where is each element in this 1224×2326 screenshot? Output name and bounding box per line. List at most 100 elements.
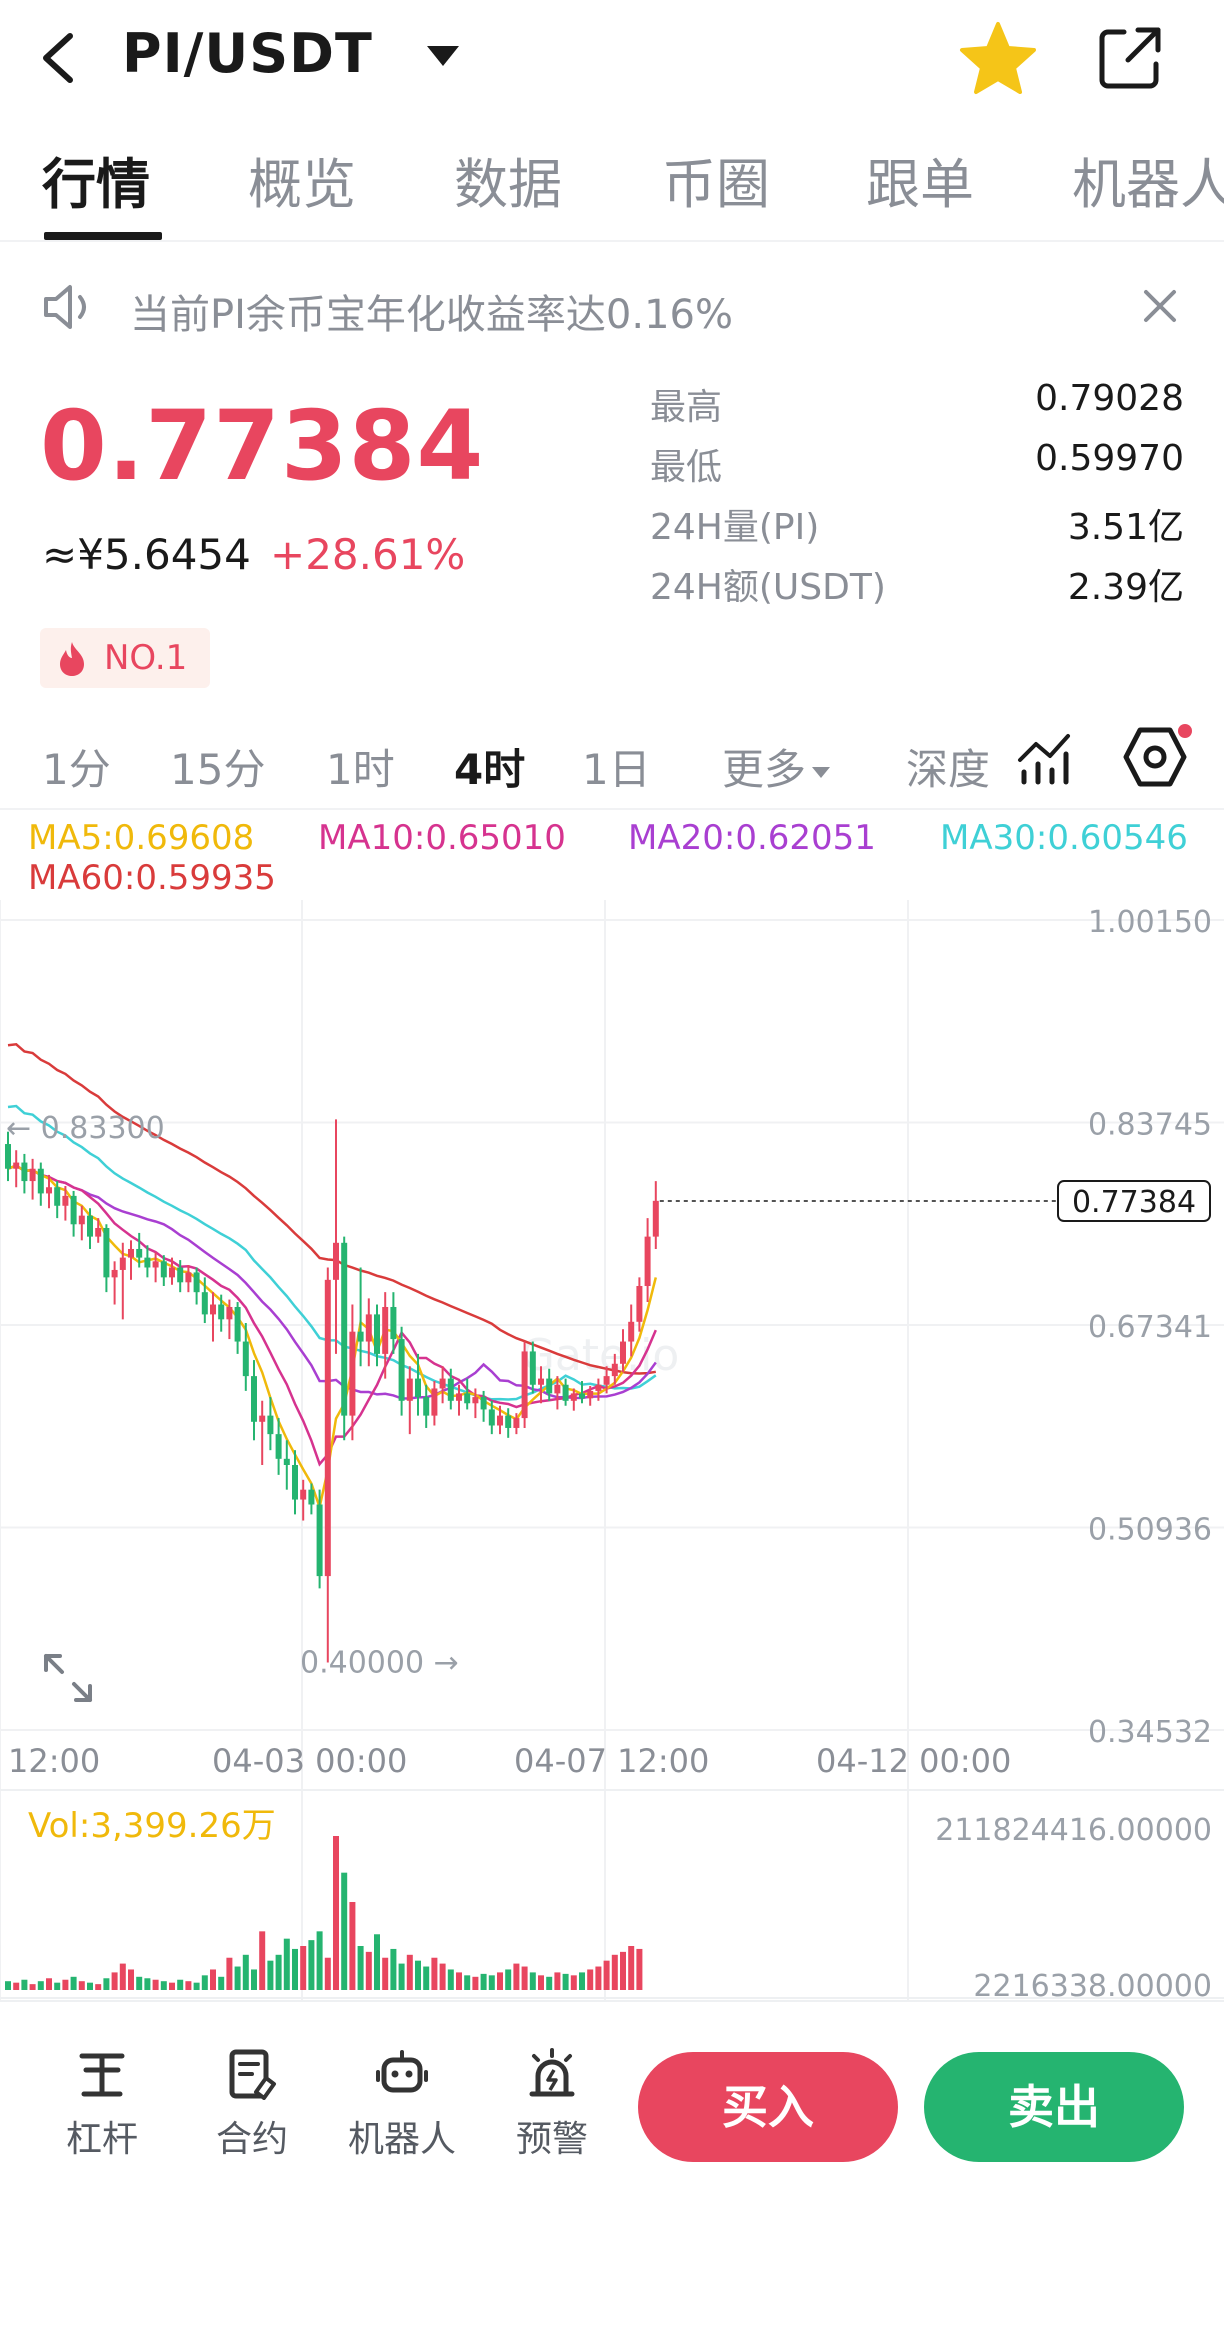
volume-bar	[193, 1982, 200, 1990]
candle-body	[636, 1286, 643, 1322]
close-icon[interactable]	[1138, 284, 1182, 328]
candle-body	[308, 1489, 315, 1505]
volume-bar	[128, 1969, 134, 1990]
volume-bar	[497, 1972, 503, 1990]
candle-body	[652, 1200, 659, 1237]
volume-bar	[333, 1836, 339, 1990]
notice-bar[interactable]: 当前PI余币宝年化收益率达0.16%	[0, 270, 1224, 340]
candle-body	[283, 1458, 290, 1465]
candle-body	[480, 1397, 487, 1410]
candle-body	[587, 1390, 594, 1399]
share-icon[interactable]	[1094, 22, 1166, 94]
tab-copy-trading[interactable]: 跟单	[866, 153, 974, 216]
interval-4h[interactable]: 4时	[454, 745, 526, 794]
volume-bar	[218, 1976, 225, 1990]
main-tabs: 行情 概览 数据 币圈 跟单 机器人	[0, 140, 1224, 240]
buy-button[interactable]: 买入	[638, 2052, 898, 2162]
alert-button[interactable]: 预警	[492, 2048, 612, 2162]
settings-icon[interactable]	[1122, 726, 1188, 788]
candle-body	[456, 1393, 462, 1401]
candle-body	[628, 1321, 635, 1342]
last-price: 0.77384	[40, 390, 485, 502]
expand-icon[interactable]	[42, 1652, 94, 1704]
volume-bar	[226, 1957, 233, 1990]
depth-tab[interactable]: 深度	[906, 745, 991, 794]
candle-body	[333, 1242, 339, 1280]
leverage-icon	[79, 2053, 125, 2097]
interval-1d[interactable]: 1日	[582, 745, 651, 794]
candle-body	[398, 1339, 405, 1401]
contract-icon	[229, 2049, 276, 2100]
tab-bots[interactable]: 机器人	[1072, 153, 1224, 216]
x-tick-label: 04-12 00:00	[816, 1742, 1011, 1780]
tab-community[interactable]: 币圈	[662, 153, 770, 216]
volume-bar	[283, 1938, 290, 1990]
indicator-icon[interactable]	[1016, 730, 1074, 786]
candle-body	[382, 1306, 389, 1354]
volume-bar	[447, 1969, 454, 1990]
volume-bar	[538, 1975, 544, 1990]
volume-bar	[267, 1960, 274, 1990]
volume-bar	[136, 1976, 143, 1990]
divider	[0, 808, 1224, 810]
volume-bar	[423, 1966, 430, 1990]
candle-body	[128, 1248, 134, 1258]
volume-legend: Vol:3,399.26万	[28, 1806, 276, 1846]
candle-body	[234, 1306, 241, 1342]
candle-body	[29, 1168, 36, 1182]
sell-button[interactable]: 卖出	[924, 2052, 1184, 2162]
candle-body	[259, 1415, 266, 1422]
volume-min-label: 2216338.00000	[973, 1969, 1212, 2000]
volume-max-label: 211824416.00000	[935, 1813, 1212, 1848]
candle-body	[144, 1257, 151, 1268]
bot-button[interactable]: 机器人	[342, 2048, 462, 2162]
tab-overview[interactable]: 概览	[248, 153, 356, 216]
volume-bar	[324, 1957, 331, 1990]
leverage-button[interactable]: 杠杆	[42, 2048, 162, 2162]
favorite-star-icon[interactable]	[958, 20, 1038, 96]
pair-title[interactable]: PI/USDT	[122, 22, 373, 85]
volume-bar	[234, 1966, 241, 1990]
interval-1m[interactable]: 1分	[42, 745, 111, 794]
candle-body	[87, 1215, 93, 1237]
volume-bar	[185, 1981, 192, 1990]
candle-body	[374, 1314, 380, 1354]
low-mark-label: 0.40000 →	[300, 1646, 459, 1681]
candle-body	[70, 1195, 77, 1225]
candle-body	[529, 1351, 536, 1385]
interval-1h[interactable]: 1时	[326, 745, 395, 794]
tab-data[interactable]: 数据	[454, 153, 562, 216]
candle-body	[37, 1168, 44, 1194]
candle-body	[13, 1162, 20, 1169]
interval-more[interactable]: 更多	[722, 736, 831, 797]
price-change: +28.61%	[270, 530, 466, 579]
back-arrow-icon[interactable]	[30, 28, 90, 88]
ma20-label: MA20:0.62051	[628, 818, 876, 858]
candlestick-chart[interactable]: Gate.io 1.00150 0.83745 0.67341 0.50936 0.345…	[0, 900, 1224, 2000]
volume-bar	[349, 1902, 356, 1990]
volume-bar	[365, 1951, 372, 1990]
price-cny: ≈¥5.6454	[42, 530, 251, 579]
volume-bar	[636, 1948, 643, 1990]
volume-bar	[37, 1981, 44, 1990]
candle-body	[185, 1272, 192, 1283]
futures-button[interactable]: 合约	[192, 2048, 312, 2162]
rank-badge[interactable]: NO.1	[40, 628, 210, 688]
volume-bar	[5, 1981, 11, 1990]
candle-body	[136, 1248, 143, 1258]
high-mark-label: ← 0.83300	[6, 1111, 165, 1146]
candle-body	[439, 1378, 446, 1389]
tab-market[interactable]: 行情	[42, 153, 150, 216]
stat-low-label: 最低	[650, 447, 723, 488]
candle-body	[431, 1388, 438, 1416]
caret-down-icon[interactable]	[425, 42, 461, 70]
interval-15m[interactable]: 15分	[170, 745, 266, 794]
candle-body	[521, 1351, 528, 1419]
candle-body	[554, 1384, 561, 1394]
candle-body	[46, 1187, 52, 1194]
candle-body	[603, 1376, 610, 1385]
rank-text: NO.1	[104, 638, 188, 678]
volume-bar	[292, 1948, 298, 1990]
volume-bar	[390, 1948, 397, 1990]
volume-bar	[374, 1934, 380, 1990]
